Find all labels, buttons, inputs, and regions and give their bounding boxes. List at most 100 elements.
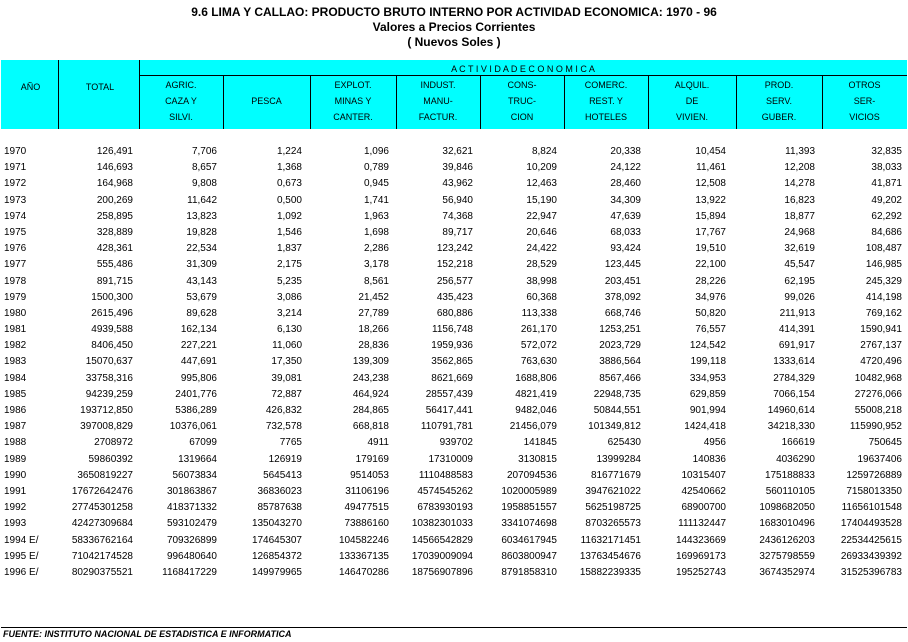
value-cell: 101349,812 [588,421,641,433]
value-cell: 1110488583 [418,469,473,481]
value-cell: 15070,637 [85,356,133,368]
value-cell: 42540662 [681,485,727,497]
value-cell: 12,463 [526,178,557,190]
header-column-label: CION [510,112,534,122]
table-row: 1991 17672642476 301863867 36836023 31106196… [0,484,908,500]
value-cell: 9514053 [350,469,389,481]
value-cell: 164,968 [96,178,133,190]
value-cell: 36836023 [257,485,303,497]
value-cell: 245,329 [865,275,902,287]
value-cell: 2023,729 [599,340,641,352]
value-cell: 10482,968 [854,372,902,384]
value-cell: 5645413 [263,469,302,481]
header-column-label: FACTUR. [418,112,458,122]
table-row: 1974 258,895 13,823 1,092 1,963 74,368 22,947 4… [0,209,908,225]
value-cell: 169969173 [675,550,726,562]
value-cell: 428,361 [96,243,133,255]
header-divider [310,75,311,129]
value-cell: 3130815 [518,453,557,465]
value-cell: 1424,418 [684,421,726,433]
table-row: 1980 2615,496 89,628 3,214 27,789 680,886 113,… [0,306,908,322]
value-cell: 10,454 [695,146,726,157]
table-row: 1981 4939,588 162,134 6,130 18,266 1156,748 26… [0,322,908,338]
value-cell: 258,895 [96,210,133,222]
table-row: 1979 1500,300 53,679 3,086 21,452 435,423 60,3… [0,290,908,306]
value-cell: 24,422 [526,243,557,255]
year-cell: 1987 [4,421,27,433]
value-cell: 8,824 [531,146,557,157]
header-column-label: DE [685,96,699,106]
value-cell: 0,673 [276,178,302,190]
value-cell: 763,630 [520,356,557,368]
header-column-label: MANU- [423,96,453,106]
value-cell: 4821,419 [515,388,557,400]
value-cell: 17404493528 [840,518,902,530]
table-subtitle: Valores a Precios Corrientes [372,20,536,34]
value-cell: 15882239335 [579,566,641,578]
value-cell: 41,871 [871,178,902,190]
value-cell: 4911 [367,437,389,449]
value-cell: 74,368 [442,210,473,222]
value-cell: 34218,330 [767,421,815,433]
table-row: 1971 146,693 8,657 1,368 0,789 39,846 10,209 24… [0,160,908,176]
value-cell: 2436126203 [759,534,815,546]
value-cell: 243,238 [352,372,389,384]
value-cell: 26933439392 [840,550,902,562]
value-cell: 8791858310 [501,566,557,578]
value-cell: 195252743 [675,566,726,578]
value-cell: 58336762164 [71,534,133,546]
header-column-label: COMERC. [584,80,628,90]
value-cell: 10382301033 [411,518,473,530]
header-column-label: HOTELES [584,112,627,122]
value-cell: 123,445 [604,259,641,271]
value-cell: 593102479 [166,518,217,530]
value-cell: 53,679 [186,291,217,303]
value-cell: 50844,551 [593,405,641,416]
value-cell: 3,214 [276,307,302,319]
header-column-label: AGRIC. [165,80,197,90]
year-cell: 1977 [4,259,27,271]
table-row: 1992 27745301258 418371332 85787638 49477515… [0,500,908,516]
value-cell: 108,487 [865,243,902,255]
value-cell: 20,646 [526,226,557,238]
value-cell: 464,924 [352,388,389,400]
year-cell: 1972 [4,178,27,190]
header-divider [139,75,907,76]
value-cell: 8406,450 [91,340,133,352]
value-cell: 261,170 [520,324,557,336]
header-column-label [225,109,308,125]
value-cell: 32,619 [784,243,815,255]
value-cell: 22534425615 [840,534,902,546]
value-cell: 211,913 [779,307,815,319]
value-cell: 3341074698 [501,518,557,530]
value-cell: 3650819227 [77,469,133,481]
value-cell: 89,717 [442,226,473,238]
value-cell: 31,309 [186,259,217,271]
value-cell: 27,789 [358,307,389,319]
value-cell: 47,639 [610,210,641,222]
year-cell: 1975 [4,226,27,238]
header-column-label: INDUST. [420,80,456,90]
value-cell: 49477515 [344,502,390,514]
value-cell: 15,190 [526,194,557,206]
value-cell: 15,894 [695,210,726,222]
value-cell: 149979965 [251,566,302,578]
header-total: TOTAL [85,82,115,92]
value-cell: 4939,588 [91,324,133,336]
header-column: ALQUIL. DE VIVIEN. [650,77,734,125]
value-cell: 560110105 [765,485,815,497]
value-cell: 769,162 [865,307,902,319]
table-row: 1994 E/58336762164 709326899 174645307 1045… [0,533,908,549]
value-cell: 73886160 [344,518,390,530]
value-cell: 691,917 [778,340,815,352]
value-cell: 17,350 [271,356,302,368]
table-units: ( Nuevos Soles ) [407,35,501,49]
value-cell: 2767,137 [860,340,902,352]
value-cell: 11,461 [696,162,726,174]
header-column-label: SER- [853,96,876,106]
header-column-label: TRUC- [508,96,536,106]
value-cell: 0,500 [276,194,302,206]
header-column: PROD. SERV. GUBER. [738,77,820,125]
header-column-label: ALQUIL. [674,80,710,90]
table-row: 1989 59860392 1319664 126919 179169 17310009 3… [0,452,908,468]
